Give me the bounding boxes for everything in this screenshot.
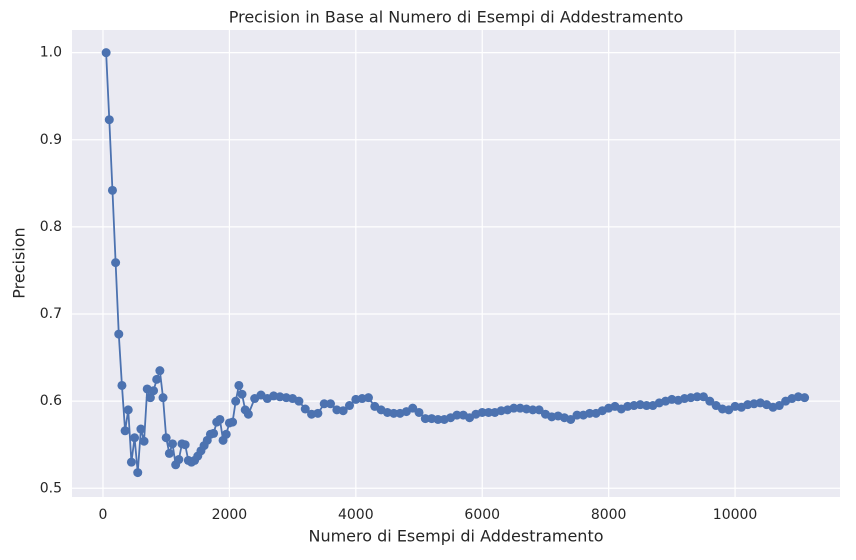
data-point (133, 468, 143, 478)
x-tick-label: 10000 (713, 507, 758, 523)
y-tick-label: 0.5 (40, 480, 62, 496)
y-tick-label: 0.7 (40, 306, 62, 322)
data-point (111, 258, 121, 268)
data-point (145, 393, 155, 403)
data-point (572, 410, 582, 420)
data-point (300, 404, 310, 414)
data-point (294, 396, 304, 406)
data-point (566, 414, 576, 424)
data-point (534, 405, 544, 415)
x-tick-label: 0 (99, 507, 108, 523)
x-axis-label: Numero di Esempi di Addestramento (308, 527, 603, 546)
data-point (152, 374, 162, 384)
data-point (420, 414, 430, 424)
data-point (123, 405, 133, 415)
y-axis-label: Precision (10, 227, 29, 298)
data-point (228, 417, 238, 427)
data-point (180, 440, 190, 450)
data-point (114, 329, 124, 339)
data-point (585, 408, 595, 418)
data-point (528, 405, 538, 415)
data-point (126, 457, 136, 467)
data-point (101, 48, 111, 58)
data-point (698, 392, 708, 402)
data-point (484, 407, 494, 417)
plot-area (72, 30, 840, 497)
data-point (389, 408, 399, 418)
data-point (774, 401, 784, 411)
data-point (344, 401, 354, 411)
data-point (433, 414, 443, 424)
data-point (136, 424, 146, 434)
data-point (168, 439, 178, 449)
data-point (408, 403, 418, 413)
y-tick-label: 0.6 (40, 393, 62, 409)
data-point (234, 380, 244, 390)
data-point (209, 428, 219, 438)
data-point (705, 396, 715, 406)
data-point (149, 386, 159, 396)
x-tick-label: 4000 (338, 507, 374, 523)
data-point (319, 399, 329, 409)
data-point (221, 429, 231, 439)
data-point (326, 399, 336, 409)
data-point (338, 406, 348, 416)
x-tick-label: 8000 (591, 507, 627, 523)
data-point (139, 436, 149, 446)
data-point (414, 407, 424, 417)
x-tick-label: 2000 (212, 507, 248, 523)
y-tick-label: 0.9 (40, 132, 62, 148)
data-point (161, 433, 171, 443)
data-point (642, 401, 652, 411)
data-point (120, 426, 130, 436)
data-point (164, 448, 174, 458)
y-tick-label: 1.0 (40, 45, 62, 61)
data-point (237, 389, 247, 399)
y-tick-label: 0.8 (40, 219, 62, 235)
data-point (231, 396, 241, 406)
data-point (313, 408, 323, 418)
chart-title: Precision in Base al Numero di Esempi di… (229, 8, 684, 27)
data-point (692, 392, 702, 402)
data-point (477, 407, 487, 417)
data-point (107, 185, 117, 195)
x-tick-label: 6000 (464, 507, 500, 523)
data-point (800, 393, 810, 403)
data-point (215, 414, 225, 424)
data-point (363, 393, 373, 403)
data-point (174, 455, 184, 465)
data-point (117, 380, 127, 390)
data-point (104, 115, 114, 125)
data-point (155, 366, 165, 376)
data-point (158, 393, 168, 403)
data-point (452, 410, 462, 420)
data-point (509, 403, 519, 413)
data-point (130, 433, 140, 443)
data-point (243, 409, 253, 419)
